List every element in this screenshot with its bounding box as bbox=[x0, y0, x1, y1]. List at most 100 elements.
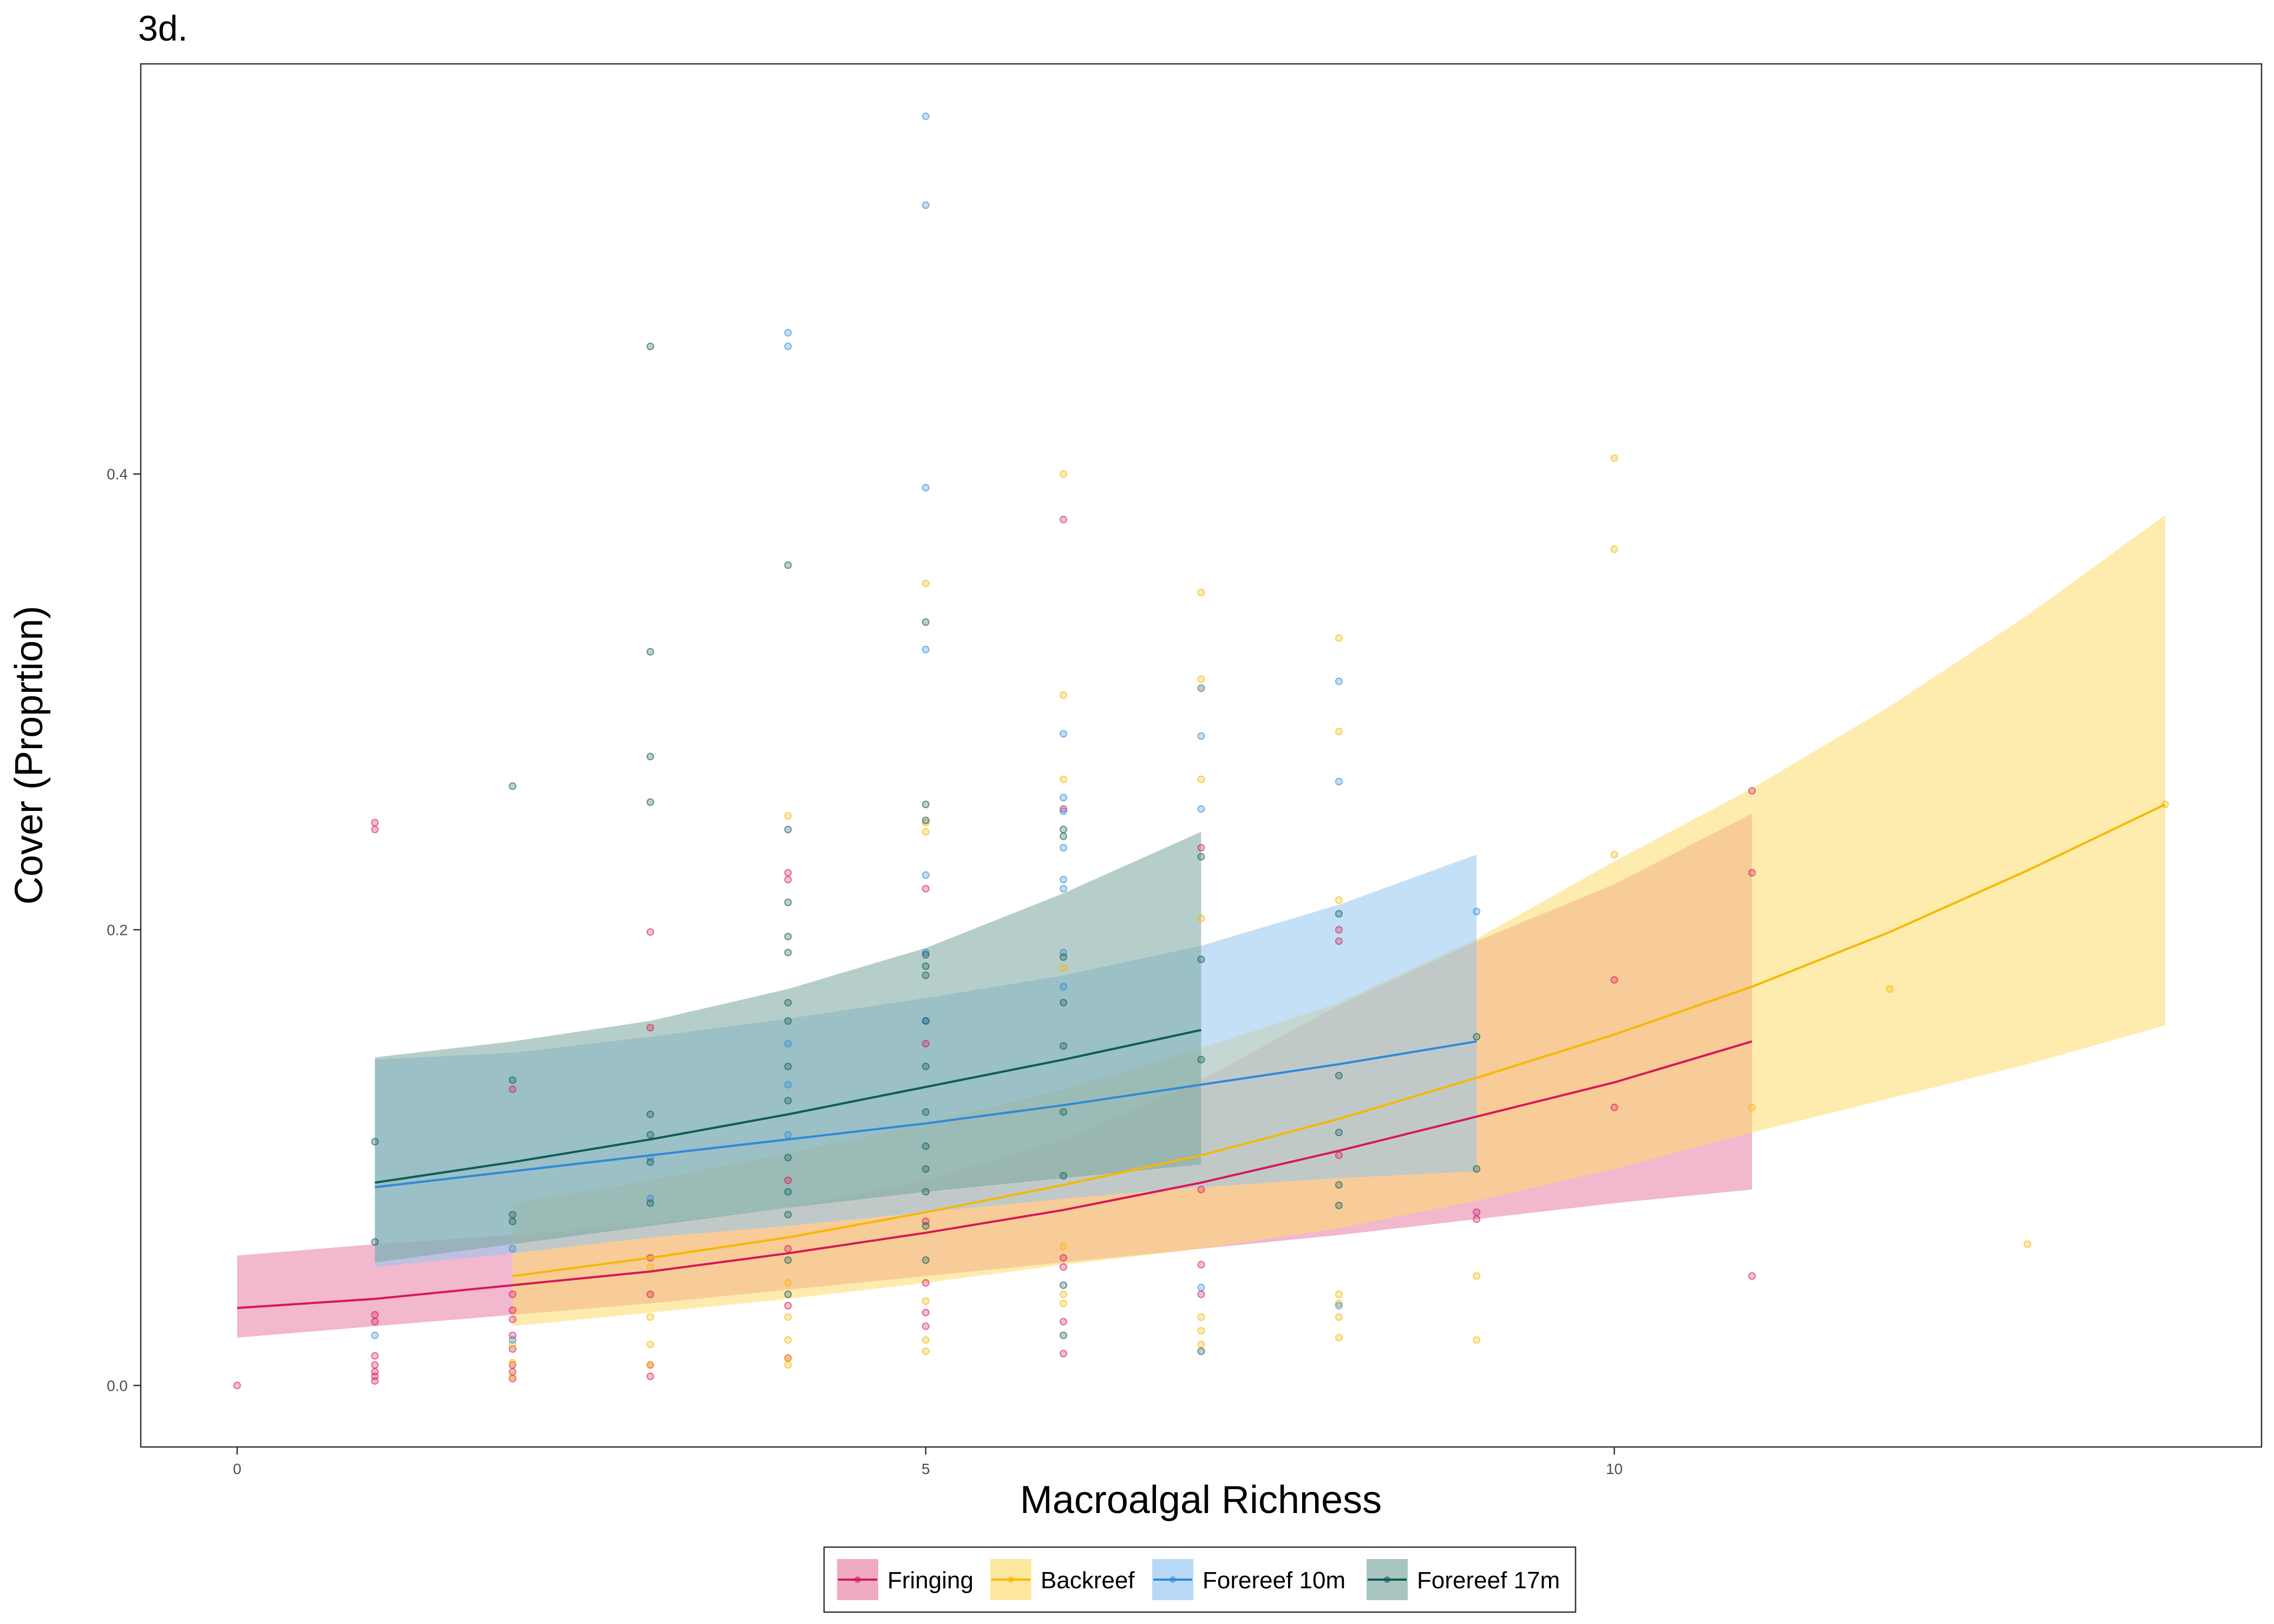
data-point-fringing bbox=[646, 1291, 655, 1298]
y-tick-label: 0.0 bbox=[107, 1377, 128, 1394]
y-tick-label: 0.2 bbox=[107, 922, 128, 939]
data-point-fringing bbox=[1060, 805, 1068, 813]
data-point-forereef-17m bbox=[508, 782, 517, 790]
data-point-forereef-10m bbox=[784, 342, 792, 350]
data-point-backreef bbox=[646, 1313, 655, 1321]
data-point-backreef bbox=[1197, 914, 1205, 922]
data-point-forereef-17m bbox=[646, 342, 655, 350]
data-point-forereef-17m bbox=[371, 1238, 379, 1246]
data-point-forereef-17m bbox=[922, 1108, 930, 1116]
data-point-fringing bbox=[508, 1306, 517, 1314]
legend: Fringing Backreef Forereef 10m Forereef 17m bbox=[823, 1546, 1577, 1613]
data-point-backreef bbox=[1197, 1327, 1205, 1335]
data-point-forereef-17m bbox=[646, 1158, 655, 1166]
data-point-backreef bbox=[1335, 896, 1343, 904]
data-point-backreef bbox=[646, 1263, 655, 1271]
data-point-backreef bbox=[784, 1361, 792, 1369]
data-point-forereef-10m bbox=[1335, 1302, 1343, 1309]
data-point-fringing bbox=[371, 1318, 379, 1326]
x-axis: 0 5 10 bbox=[233, 1447, 1623, 1477]
data-point-fringing bbox=[646, 928, 655, 936]
data-point-forereef-10m bbox=[922, 201, 930, 209]
data-point-forereef-17m bbox=[508, 1076, 517, 1084]
data-point-backreef bbox=[2023, 1240, 2031, 1248]
data-point-fringing bbox=[371, 1368, 379, 1376]
data-point-fringing bbox=[1197, 1261, 1205, 1269]
data-point-forereef-17m bbox=[922, 801, 930, 808]
data-point-fringing bbox=[1197, 1291, 1205, 1298]
data-point-backreef bbox=[1748, 1103, 1756, 1111]
x-tick-label: 0 bbox=[233, 1461, 241, 1477]
data-point-fringing bbox=[922, 1308, 930, 1317]
data-point-backreef bbox=[1335, 634, 1343, 642]
fit-line-forereef-17m bbox=[375, 1029, 1201, 1184]
data-point-fringing bbox=[1060, 515, 1068, 523]
data-point-forereef-10m bbox=[1060, 983, 1068, 991]
data-point-fringing bbox=[922, 885, 930, 893]
data-point-forereef-17m bbox=[646, 648, 655, 656]
y-tick-label: 0.4 bbox=[107, 466, 128, 483]
data-point-backreef bbox=[784, 812, 792, 820]
data-point-backreef bbox=[1610, 850, 1618, 859]
data-point-forereef-17m bbox=[784, 1154, 792, 1162]
data-point-forereef-10m bbox=[1060, 807, 1068, 815]
data-point-fringing bbox=[1473, 1208, 1481, 1216]
legend-label-forereef-17m: Forereef 17m bbox=[1417, 1567, 1560, 1594]
data-point-forereef-17m bbox=[922, 816, 930, 824]
data-point-forereef-17m bbox=[1060, 826, 1068, 834]
legend-key-point bbox=[1384, 1576, 1390, 1583]
data-point-forereef-10m bbox=[1197, 1284, 1205, 1292]
data-point-fringing bbox=[371, 826, 379, 834]
data-point-forereef-17m bbox=[922, 1188, 930, 1196]
data-point-backreef bbox=[922, 1297, 930, 1305]
legend-label-fringing: Fringing bbox=[887, 1567, 973, 1594]
data-point-forereef-10m bbox=[508, 1336, 517, 1344]
data-point-backreef bbox=[1060, 775, 1068, 783]
data-point-fringing bbox=[922, 1279, 930, 1287]
data-point-backreef bbox=[1335, 1291, 1343, 1298]
data-point-forereef-17m bbox=[1335, 1181, 1343, 1189]
data-point-fringing bbox=[508, 1315, 517, 1324]
data-point-forereef-17m bbox=[1060, 1042, 1068, 1050]
data-point-backreef bbox=[1197, 775, 1205, 783]
data-point-forereef-10m bbox=[508, 1245, 517, 1253]
data-point-forereef-17m bbox=[922, 962, 930, 970]
data-point-fringing bbox=[1197, 844, 1205, 852]
data-point-forereef-10m bbox=[1473, 907, 1481, 915]
fit-line-fringing bbox=[237, 1040, 1753, 1309]
y-axis-title: Cover (Proprtion) bbox=[8, 606, 51, 905]
data-point-backreef bbox=[1060, 1242, 1068, 1250]
data-point-fringing bbox=[646, 1024, 655, 1032]
y-axis: 0.0 0.2 0.4 bbox=[107, 466, 141, 1394]
data-point-fringing bbox=[922, 1322, 930, 1330]
data-point-fringing bbox=[1060, 1318, 1068, 1326]
data-point-forereef-17m bbox=[784, 1188, 792, 1196]
data-point-forereef-17m bbox=[1197, 955, 1205, 964]
data-point-fringing bbox=[371, 818, 379, 827]
data-point-fringing bbox=[646, 1372, 655, 1380]
data-point-fringing bbox=[1748, 787, 1756, 795]
data-point-backreef bbox=[1197, 1340, 1205, 1348]
data-point-forereef-17m bbox=[508, 1210, 517, 1219]
data-point-fringing bbox=[784, 869, 792, 877]
data-point-forereef-10m bbox=[1060, 875, 1068, 883]
data-point-backreef bbox=[1335, 1299, 1343, 1307]
data-point-backreef bbox=[922, 828, 930, 836]
data-point-backreef bbox=[922, 1336, 930, 1344]
data-point-fringing bbox=[371, 1352, 379, 1360]
data-point-fringing bbox=[784, 1176, 792, 1184]
data-point-forereef-10m bbox=[1060, 730, 1068, 738]
confidence-band-backreef bbox=[512, 515, 2166, 1326]
data-point-forereef-10m bbox=[922, 645, 930, 653]
legend-label-backreef: Backreef bbox=[1041, 1567, 1135, 1594]
data-point-fringing bbox=[1060, 1254, 1068, 1262]
data-point-forereef-17m bbox=[1335, 1201, 1343, 1209]
data-point-backreef bbox=[922, 579, 930, 587]
data-point-forereef-17m bbox=[922, 1063, 930, 1071]
data-point-backreef bbox=[784, 1279, 792, 1287]
data-point-forereef-17m bbox=[646, 1131, 655, 1139]
data-point-forereef-17m bbox=[1197, 1056, 1205, 1064]
data-point-forereef-10m bbox=[922, 483, 930, 492]
data-point-backreef bbox=[1335, 728, 1343, 736]
